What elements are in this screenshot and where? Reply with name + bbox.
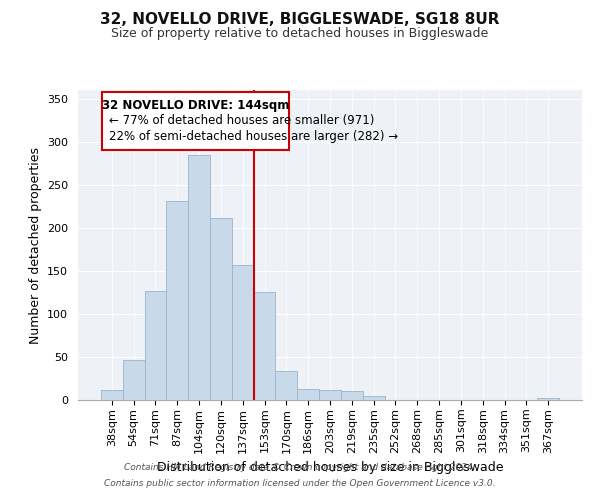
Text: Size of property relative to detached houses in Biggleswade: Size of property relative to detached ho…	[112, 28, 488, 40]
Bar	[101, 390, 123, 400]
Bar	[254, 292, 275, 400]
Text: 22% of semi-detached houses are larger (282) →: 22% of semi-detached houses are larger (…	[109, 130, 398, 142]
Text: Contains public sector information licensed under the Open Government Licence v3: Contains public sector information licen…	[104, 478, 496, 488]
Bar	[297, 389, 319, 400]
Text: Contains HM Land Registry data © Crown copyright and database right 2024.: Contains HM Land Registry data © Crown c…	[124, 464, 476, 472]
FancyBboxPatch shape	[102, 92, 289, 150]
Bar	[341, 392, 363, 400]
Bar	[210, 218, 232, 400]
Bar	[232, 265, 254, 400]
X-axis label: Distribution of detached houses by size in Biggleswade: Distribution of detached houses by size …	[157, 461, 503, 474]
Text: ← 77% of detached houses are smaller (971): ← 77% of detached houses are smaller (97…	[109, 114, 374, 127]
Bar	[363, 396, 385, 400]
Bar	[188, 156, 210, 400]
Bar	[145, 290, 166, 400]
Bar	[319, 390, 341, 400]
Text: 32, NOVELLO DRIVE, BIGGLESWADE, SG18 8UR: 32, NOVELLO DRIVE, BIGGLESWADE, SG18 8UR	[100, 12, 500, 28]
Text: 32 NOVELLO DRIVE: 144sqm: 32 NOVELLO DRIVE: 144sqm	[101, 98, 289, 112]
Bar	[166, 201, 188, 400]
Bar	[275, 370, 297, 400]
Bar	[537, 398, 559, 400]
Bar	[123, 360, 145, 400]
Y-axis label: Number of detached properties: Number of detached properties	[29, 146, 41, 344]
